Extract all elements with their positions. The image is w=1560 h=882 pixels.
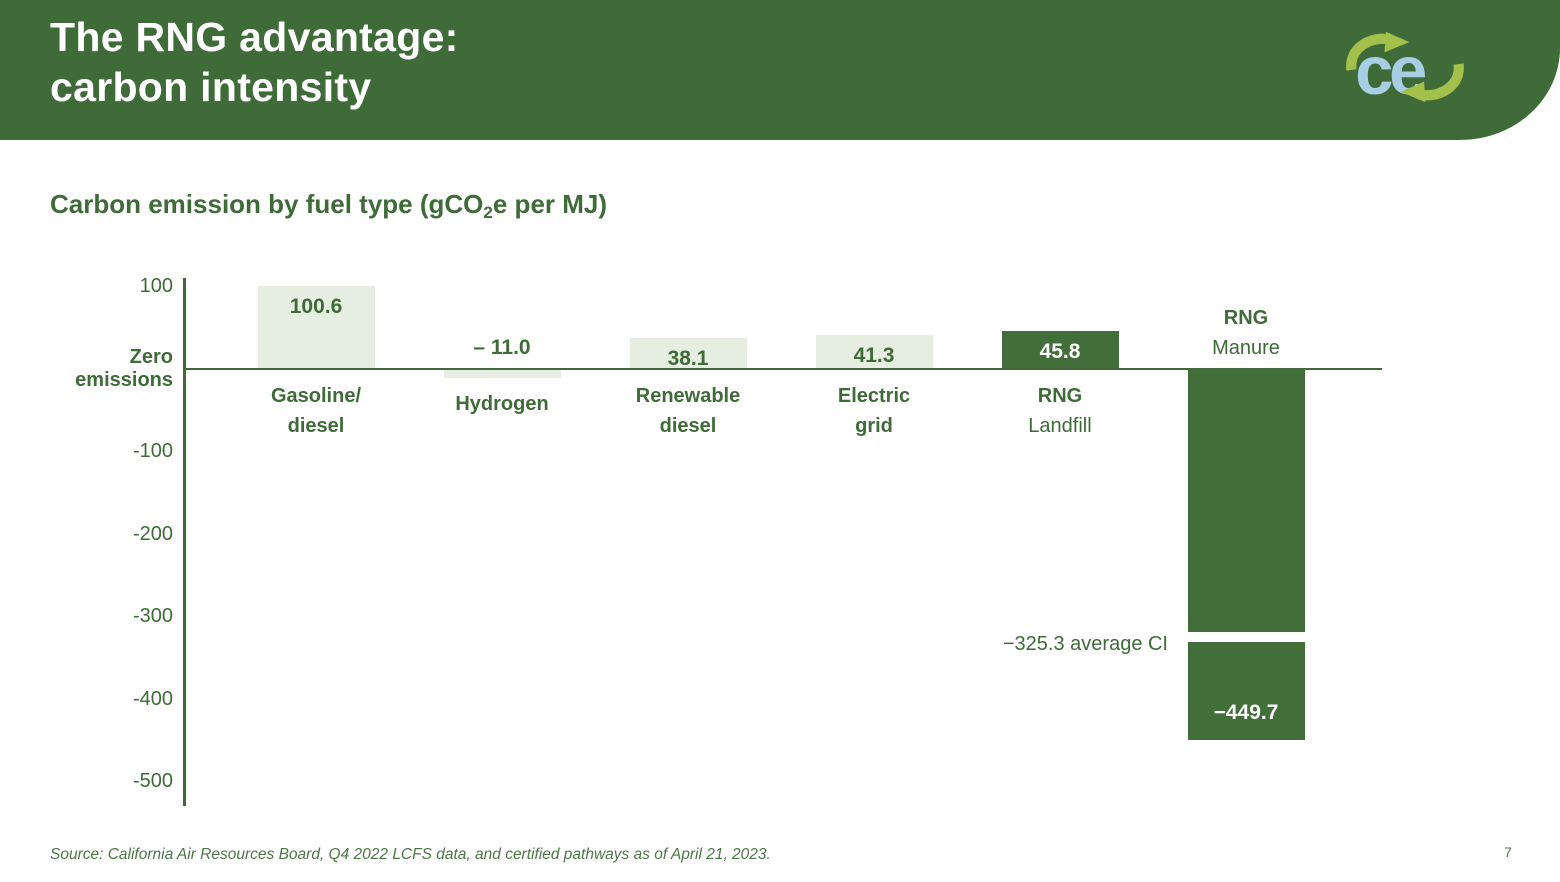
y-tick-line: -200 — [132, 522, 173, 545]
source-note: Source: California Air Resources Board, … — [50, 846, 771, 863]
y-tick-line: -500 — [132, 770, 173, 792]
bar-label-line: Renewable — [635, 385, 741, 407]
chart-title: Carbon emission by fuel type (gCO2e per … — [50, 189, 607, 223]
bar-label-line: RNG — [1223, 307, 1269, 329]
recycle-arrow-bottom-head-icon — [1400, 81, 1426, 103]
bar-label-electric-grid: Electric grid — [784, 381, 964, 441]
company-logo: ce — [1339, 30, 1471, 109]
bar-label-line: Gasoline/ — [270, 385, 362, 407]
bar-label-line: grid — [855, 415, 893, 437]
bar-rng-manure — [1187, 369, 1305, 740]
zero-emissions-line — [183, 368, 1382, 370]
y-axis-line — [183, 278, 186, 806]
bar-label-rng-landfill: RNG Landfill — [970, 381, 1150, 441]
bar-value-rng-landfill: 45.8 — [1039, 340, 1081, 364]
bar-value-rng-manure: −449.7 — [1213, 701, 1279, 724]
y-tick-100: 100 — [53, 275, 173, 298]
y-tick--300: -300 — [53, 605, 173, 628]
bar-electric-grid — [815, 334, 933, 369]
bar-label-hydrogen: Hydrogen — [412, 389, 592, 419]
bar-renewable-diesel — [629, 337, 747, 369]
bar-value-hydrogen: – 11.0 — [473, 336, 531, 359]
bar-value-gasoline-diesel: 100.6 — [289, 295, 343, 318]
y-tick-line: -400 — [132, 687, 173, 710]
bar-label-renewable-diesel: Renewable diesel — [598, 381, 778, 441]
slide-title: The RNG advantage: carbon intensity — [50, 12, 459, 112]
y-tick--400: -400 — [53, 688, 173, 711]
y-tick--200: -200 — [53, 523, 173, 546]
recycle-arrow-top-head-icon — [1384, 31, 1410, 53]
bar-label-line: Landfill — [1028, 415, 1092, 437]
y-tick-line: emissions — [75, 369, 173, 391]
bar-label-gasoline-diesel: Gasoline/diesel — [226, 381, 406, 441]
bar-gasoline-diesel — [257, 286, 375, 369]
bar-label-line: RNG — [1037, 385, 1083, 407]
page-number: 7 — [1504, 844, 1512, 860]
chart-title-suffix: e per MJ) — [492, 189, 608, 219]
bar-rng-landfill — [1001, 331, 1119, 369]
header-banner: The RNG advantage: carbon intensity ce — [0, 0, 1560, 140]
average-ci-annotation: −325.3 average CI — [1002, 633, 1168, 656]
chart-title-prefix: Carbon emission by fuel type (gCO — [50, 189, 484, 219]
bar-label-line: Manure — [1212, 337, 1280, 359]
y-tick-line: -300 — [132, 605, 173, 627]
chart-title-subscript: 2 — [483, 203, 493, 222]
bar-label-line: Hydrogen — [455, 393, 549, 415]
y-tick--500: -500 — [53, 770, 173, 793]
bar-label-line: Electric — [837, 385, 911, 407]
y-tick-line: Zero — [129, 346, 173, 368]
slide-title-line1: The RNG advantage: — [50, 14, 459, 60]
y-tick--100: -100 — [53, 440, 173, 463]
recycle-ce-logo-icon: ce — [1346, 31, 1464, 109]
bar-label-rng-manure: RNG Manure — [1156, 303, 1336, 363]
slide-title-line2: carbon intensity — [50, 64, 372, 110]
bar-value-electric-grid: 41.3 — [853, 343, 895, 367]
bar-label-line: diesel — [659, 415, 717, 437]
bar-value-renewable-diesel: 38.1 — [667, 346, 709, 370]
average-ci-gap — [1187, 632, 1305, 643]
y-tick-line: 100 — [139, 275, 173, 297]
y-tick-line: -100 — [132, 440, 173, 462]
y-tick-0: Zero emissions — [53, 346, 173, 392]
bar-label-line: diesel — [287, 415, 345, 437]
bar-hydrogen — [443, 369, 561, 379]
